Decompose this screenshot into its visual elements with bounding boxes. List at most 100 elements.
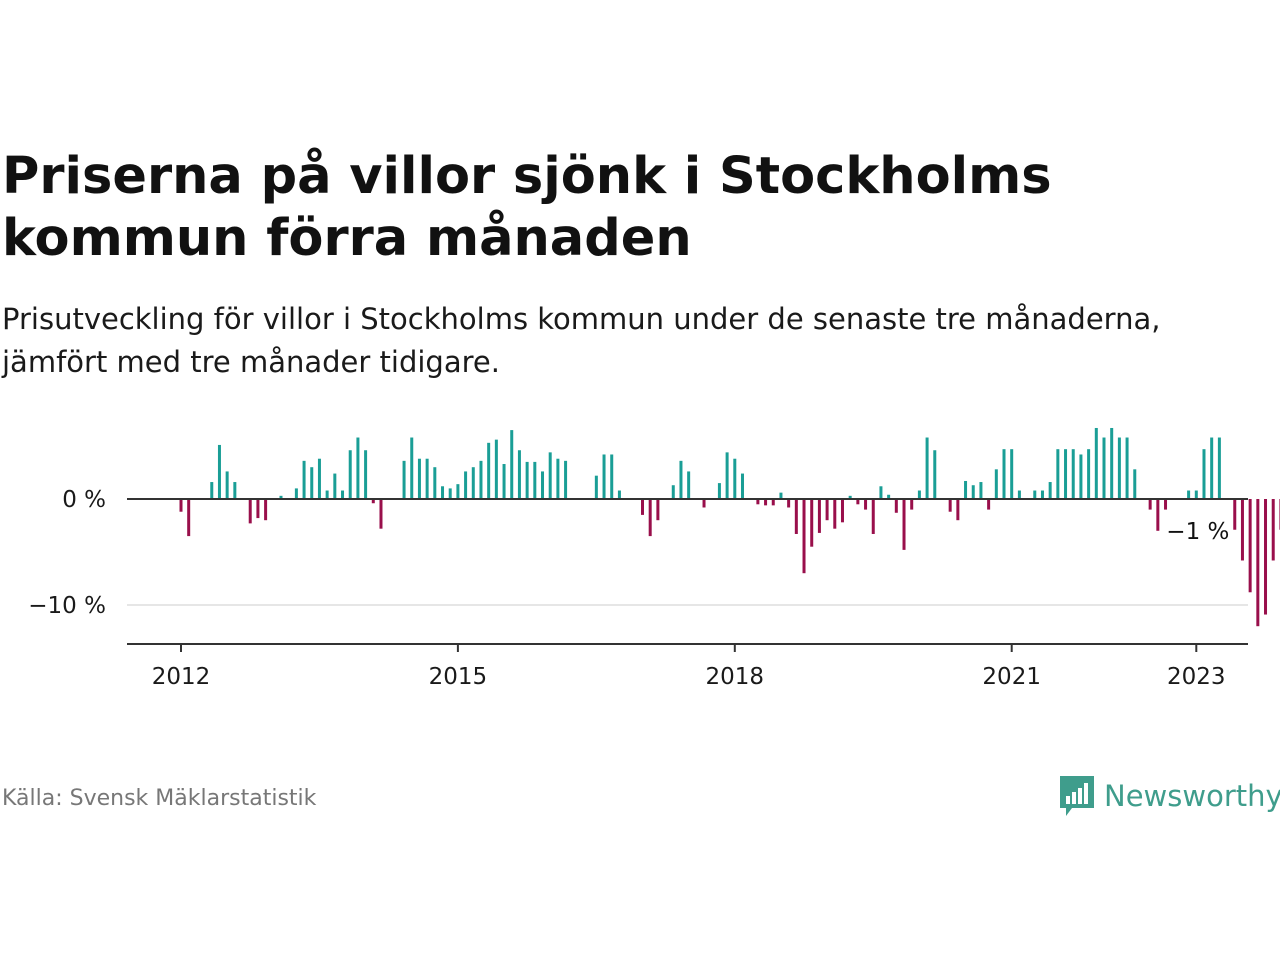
bar xyxy=(641,499,644,515)
source-note: Källa: Svensk Mäklarstatistik xyxy=(2,786,317,811)
bar xyxy=(771,499,775,506)
x-tick-label: 2021 xyxy=(982,664,1041,690)
bar xyxy=(1071,449,1075,499)
x-axis-ticks: 2012 2015 2018 2021 2023 xyxy=(152,644,1226,690)
bar xyxy=(687,471,691,499)
bar xyxy=(517,450,521,499)
bar xyxy=(417,458,421,499)
brand-name: Newsworthy xyxy=(1104,779,1280,813)
bar xyxy=(1002,449,1006,499)
bar xyxy=(225,471,229,499)
bar xyxy=(1110,427,1114,499)
x-tick-label: 2023 xyxy=(1167,664,1226,690)
bar xyxy=(325,490,329,499)
bar xyxy=(1017,490,1021,499)
bar xyxy=(310,467,314,499)
bar xyxy=(1187,490,1191,499)
bar xyxy=(833,499,837,529)
bar xyxy=(671,485,675,499)
bar xyxy=(733,458,737,499)
bar xyxy=(1087,449,1091,499)
bar xyxy=(1010,449,1014,499)
bar xyxy=(764,499,768,506)
bar xyxy=(964,480,968,499)
bar xyxy=(233,482,237,499)
bar xyxy=(894,499,898,513)
bar xyxy=(448,488,452,499)
bar xyxy=(787,499,791,508)
bar xyxy=(925,437,929,499)
bar xyxy=(348,450,352,499)
bar xyxy=(433,467,437,499)
bar xyxy=(471,467,475,499)
bar xyxy=(648,499,652,537)
bar xyxy=(333,473,337,499)
bar xyxy=(1133,469,1137,499)
x-tick-label: 2015 xyxy=(429,664,488,690)
bar xyxy=(987,499,991,510)
bar xyxy=(948,499,952,512)
bar xyxy=(371,499,375,504)
bar xyxy=(256,499,260,519)
bar xyxy=(910,499,914,510)
bar xyxy=(541,471,545,499)
bar xyxy=(179,499,183,512)
bar xyxy=(210,482,214,499)
bar xyxy=(810,499,814,547)
annotation-label: −1 % xyxy=(1166,519,1229,545)
y-axis-ticks: 0 % −10 % xyxy=(28,487,106,619)
x-tick-label: 2012 xyxy=(152,664,211,690)
bar xyxy=(248,499,252,524)
bar xyxy=(1064,449,1068,499)
bar xyxy=(1233,499,1237,530)
bar xyxy=(1117,437,1121,499)
annotations: −1 % xyxy=(1166,519,1229,545)
bar xyxy=(917,490,921,499)
bar xyxy=(525,461,529,499)
bar xyxy=(1248,499,1252,593)
bar xyxy=(1040,490,1044,499)
bar xyxy=(1271,499,1275,561)
bar xyxy=(1210,437,1214,499)
bar xyxy=(1079,454,1083,499)
chart-title: Priserna på villor sjönk i Stockholms ko… xyxy=(2,147,1052,268)
bar xyxy=(502,464,506,499)
bar xyxy=(533,461,537,499)
bar xyxy=(264,499,268,521)
bar xyxy=(817,499,821,533)
bar xyxy=(556,458,560,499)
bar xyxy=(679,460,683,499)
bar xyxy=(1164,499,1168,510)
bar xyxy=(479,460,483,499)
bar xyxy=(879,486,883,499)
bar xyxy=(548,452,552,499)
bar xyxy=(1264,499,1268,615)
bar xyxy=(1048,482,1052,499)
bar xyxy=(848,495,852,499)
bar xyxy=(379,499,383,529)
bar xyxy=(364,450,368,499)
bar xyxy=(617,490,621,499)
bar xyxy=(756,499,760,505)
bar xyxy=(1202,449,1206,499)
bar xyxy=(825,499,829,521)
bar xyxy=(494,439,498,499)
bar xyxy=(994,469,998,499)
bar xyxy=(1256,499,1260,627)
bar xyxy=(456,484,460,499)
bar xyxy=(902,499,906,550)
chart-subtitle: Prisutveckling för villor i Stockholms k… xyxy=(2,302,1161,379)
brand-logo[interactable]: Newsworthy xyxy=(1058,772,1280,820)
bar xyxy=(1148,499,1152,510)
bar xyxy=(1094,427,1098,499)
bar xyxy=(956,499,960,521)
bar xyxy=(856,499,860,505)
bar xyxy=(602,454,606,499)
bar xyxy=(1102,437,1106,499)
bar xyxy=(1217,437,1221,499)
bar xyxy=(794,499,798,534)
bar xyxy=(279,495,283,499)
x-tick-label: 2018 xyxy=(706,664,765,690)
bar xyxy=(887,494,891,499)
bar xyxy=(1194,490,1198,499)
